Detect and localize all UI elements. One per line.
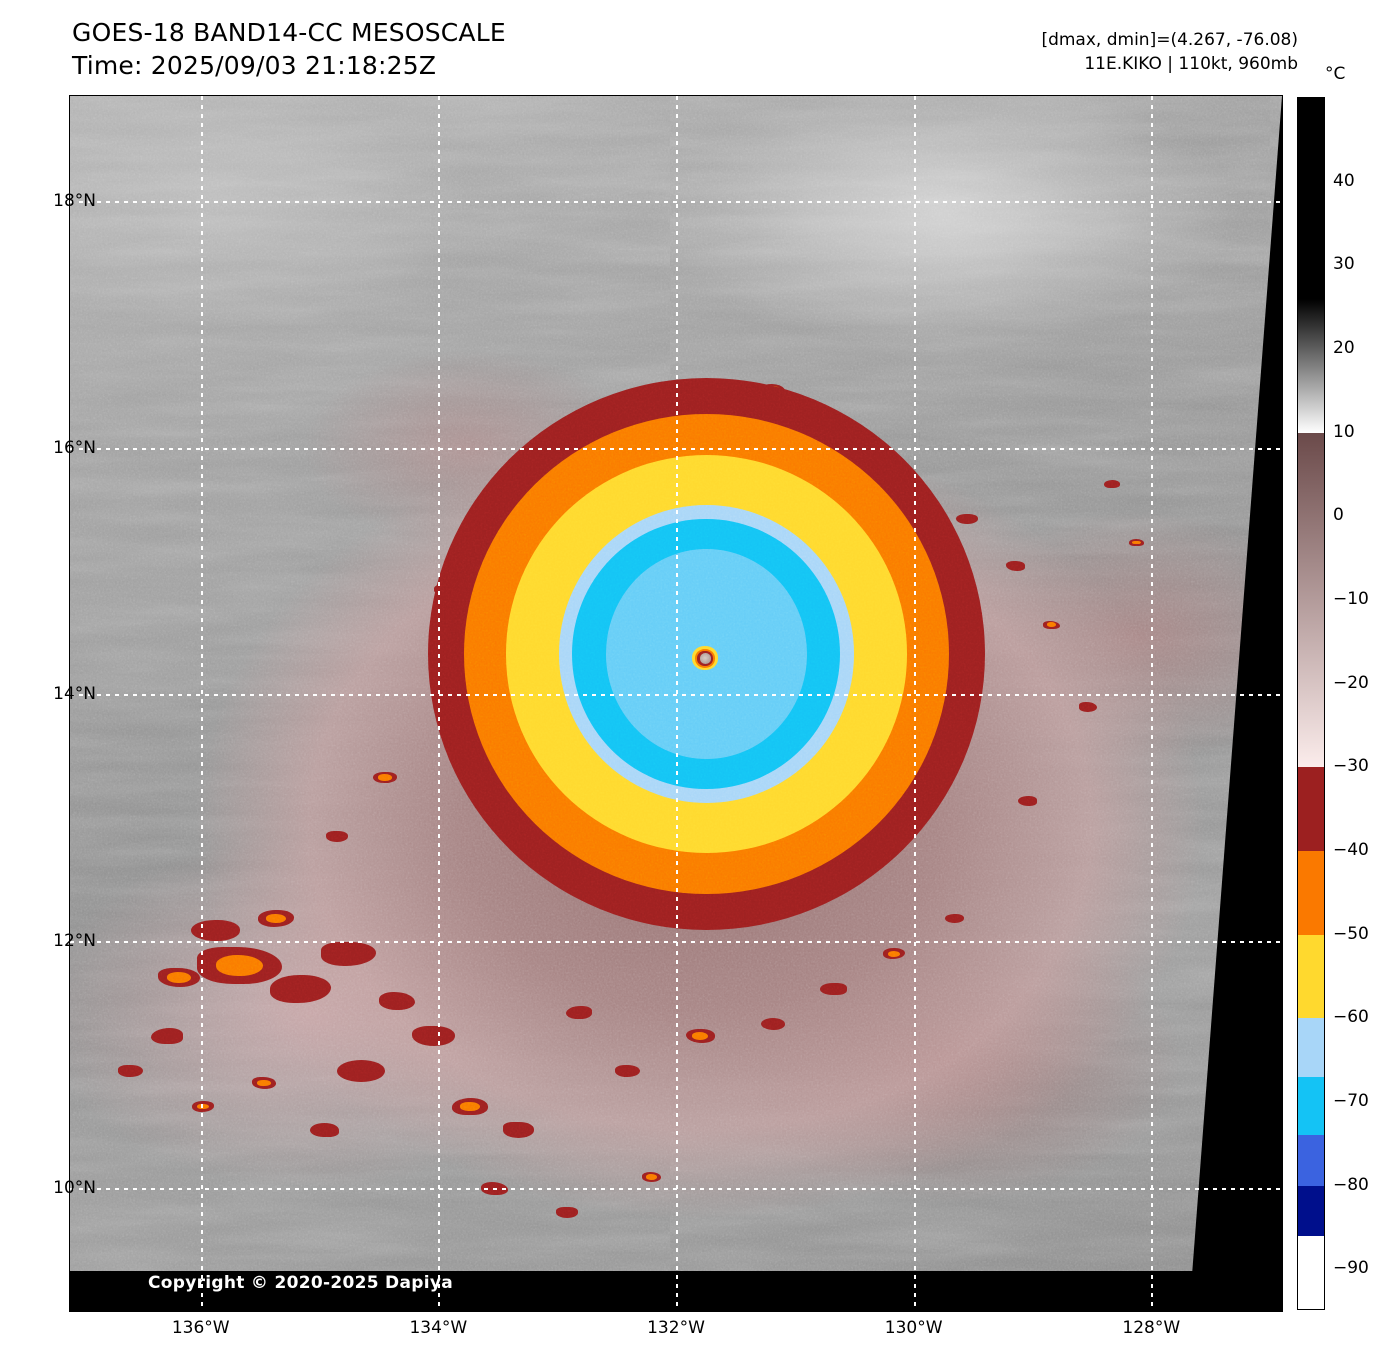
satellite-swath [70,96,1282,1271]
longitude-tick-label: 132°W [647,1318,705,1338]
colorbar-tick-label: −80 [1333,1174,1369,1195]
metadata-block: [dmax, dmin]=(4.267, -76.08) 11E.KIKO | … [1041,30,1298,74]
colorbar-tick-label: −30 [1333,756,1369,777]
colorbar-tick-label: 20 [1333,337,1355,358]
colorbar-segment-cyan [1298,1076,1324,1136]
longitude-tick-label: 130°W [884,1318,943,1338]
colorbar-segment-white [1298,1235,1324,1309]
colorbar-tick-label: −60 [1333,1007,1369,1028]
longitude-tick-label: 136°W [171,1318,230,1338]
colorbar-tick-label: −40 [1333,839,1369,860]
colorbar-tick-label: −70 [1333,1090,1369,1111]
colorbar-unit-label: °C [1325,64,1346,84]
longitude-tick-label: 134°W [409,1318,468,1338]
longitude-tick-label: 128°W [1122,1318,1181,1338]
colorbar-segment-grey-ramp [1298,298,1324,433]
temperature-colorbar[interactable] [1297,97,1325,1310]
copyright-label: Copyright © 2020-2025 Dapiya [148,1273,453,1293]
title-block: GOES-18 BAND14-CC MESOSCALE Time: 2025/0… [72,18,506,80]
colorbar-tick-label: −20 [1333,672,1369,693]
dmax-dmin-label: [dmax, dmin]=(4.267, -76.08) [1041,30,1298,50]
colorbar-tick-label: 10 [1333,421,1355,442]
colorbar-tick-label: 40 [1333,170,1355,191]
colorbar-segment-mauve-ramp [1298,432,1324,768]
colorbar-segment-orange [1298,850,1324,935]
colorbar-segment-navy [1298,1185,1324,1236]
colorbar-tick-label: −50 [1333,923,1369,944]
colorbar-segment-black [1298,98,1324,299]
pixel-noise-texture [70,96,1282,1271]
page-title: GOES-18 BAND14-CC MESOSCALE [72,18,506,47]
satellite-image-plot: Copyright © 2020-2025 Dapiya [70,96,1282,1311]
latitude-tick-label: 18°N [53,190,96,211]
colorbar-tick-label: −10 [1333,588,1369,609]
latitude-tick-label: 10°N [53,1177,96,1198]
latitude-tick-label: 16°N [53,437,96,458]
colorbar-tick-label: 30 [1333,254,1355,275]
colorbar-segment-dark-red [1298,767,1324,851]
colorbar-segment-light-blue [1298,1018,1324,1077]
colorbar-segment-yellow [1298,934,1324,1019]
colorbar-tick-label: −90 [1333,1258,1369,1279]
storm-info-label: 11E.KIKO | 110kt, 960mb [1084,54,1298,74]
latitude-tick-label: 12°N [53,930,96,951]
latitude-tick-label: 14°N [53,684,96,705]
colorbar-segment-blue [1298,1135,1324,1186]
timestamp-label: Time: 2025/09/03 21:18:25Z [72,51,437,80]
colorbar-tick-label: 0 [1333,505,1344,526]
